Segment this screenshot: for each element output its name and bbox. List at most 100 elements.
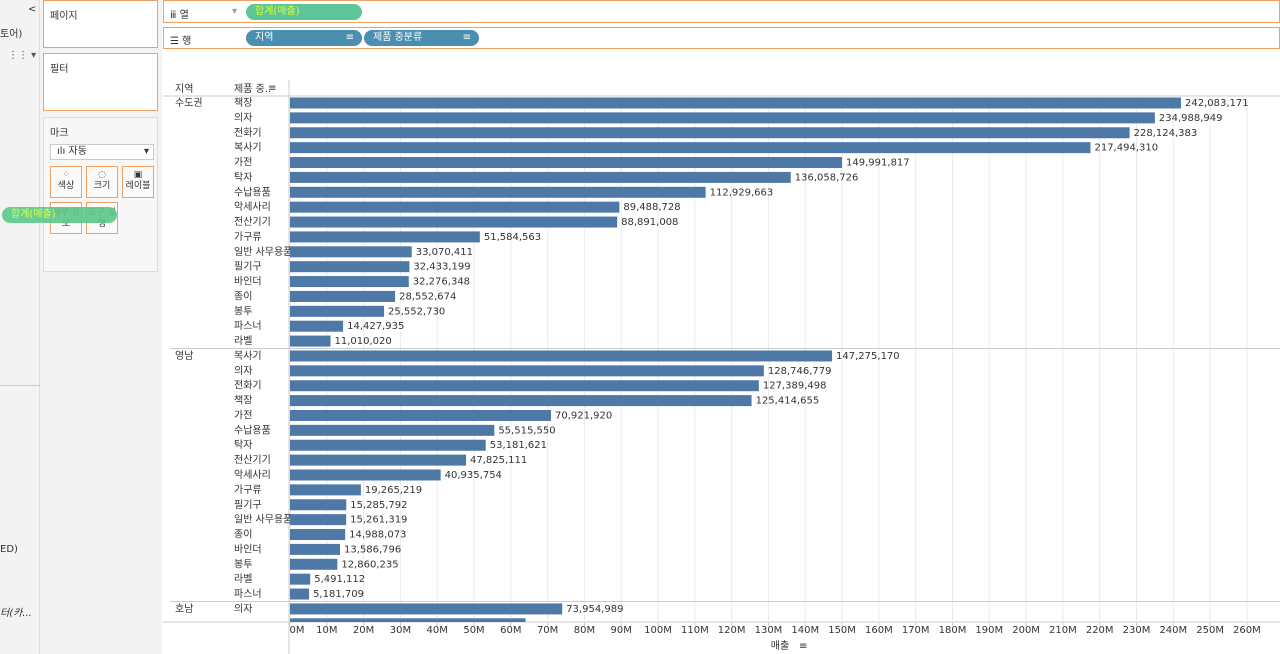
value-label: 14,427,935 [347, 321, 404, 332]
shelf-title: 페이지 [50, 11, 78, 22]
x-tick-label: 230M [1123, 625, 1151, 636]
value-label: 13,586,796 [344, 544, 401, 555]
bar [290, 246, 412, 258]
category-label: 전산기기 [234, 454, 271, 466]
x-tick-label: 210M [1049, 625, 1077, 636]
pages-shelf[interactable]: 페이지 [43, 0, 158, 48]
shelf-arrow: ▾ [232, 6, 238, 17]
bar [290, 186, 706, 198]
bar [290, 424, 495, 436]
button-label: 레이블 [125, 181, 151, 191]
value-label: 112,929,663 [710, 187, 774, 198]
sort-icon[interactable]: ≡ [799, 641, 807, 652]
category-label: 라벨 [234, 335, 252, 347]
category-label: 종이 [234, 529, 252, 541]
field-fragment[interactable]: 토어) [0, 29, 23, 40]
region-label: 수도권 [175, 97, 203, 109]
row-pill[interactable]: 제품 중분류 ≡ [364, 30, 479, 46]
column-pill[interactable]: 합계(매출) [246, 4, 362, 20]
data-pane: < 토어) ⋮⋮ ▾ ED) 터(카... [0, 0, 40, 654]
size-button[interactable]: ◌ 크기 [86, 166, 118, 198]
x-tick-label: 50M [463, 625, 484, 636]
category-label: 일반 사무용품 [234, 246, 292, 258]
dragged-pill[interactable]: 합계(매출) [2, 207, 117, 223]
category-label: 탁자 [234, 171, 252, 183]
value-label: 14,988,073 [349, 530, 406, 541]
bar [290, 603, 563, 615]
value-label: 88,891,008 [621, 217, 678, 228]
category-label: 의자 [234, 112, 252, 124]
category-label: 필기구 [234, 261, 262, 273]
view-icon[interactable]: ⋮⋮ ▾ [8, 50, 37, 61]
bar [290, 216, 618, 228]
value-label: 47,825,111 [470, 455, 527, 466]
value-label: 25,552,730 [388, 306, 445, 317]
bar [290, 142, 1091, 154]
filters-shelf[interactable]: 필터 [43, 53, 158, 111]
bar [290, 320, 344, 332]
value-label: 147,275,170 [836, 351, 900, 362]
marks-title: 마크 [50, 128, 69, 139]
value-label: 32,433,199 [413, 262, 470, 273]
x-tick-label: 250M [1196, 625, 1224, 636]
category-label: 의자 [234, 603, 252, 615]
category-label: 가전 [234, 409, 252, 421]
value-label: 128,746,779 [768, 366, 832, 377]
bar [290, 201, 620, 213]
category-label: 책장 [234, 395, 252, 407]
x-tick-label: 60M [500, 625, 521, 636]
category-label: 악세사리 [234, 201, 271, 213]
columns-shelf[interactable]: ⅲ 열 ▾ 합계(매출) [163, 0, 1280, 23]
bar [290, 588, 310, 600]
bar [290, 409, 552, 421]
label-button[interactable]: ▣ 레이블 [122, 166, 154, 198]
bar [290, 514, 347, 526]
value-label: 28,552,674 [399, 291, 456, 302]
category-label: 일반 사무용품 [234, 514, 292, 526]
mark-type: 자동 [68, 146, 87, 157]
category-label: 탁자 [234, 439, 252, 451]
bar [290, 469, 441, 481]
value-label: 40,935,754 [445, 470, 502, 481]
bar [290, 127, 1130, 139]
bar [290, 454, 467, 466]
shelf-title: 필터 [50, 64, 69, 75]
value-label: 53,181,621 [490, 440, 547, 451]
rows-shelf[interactable]: ☰ 행 지역 ≡ 제품 중분류 ≡ [163, 27, 1280, 49]
color-button[interactable]: ⁘ 색상 [50, 166, 82, 198]
field-fragment[interactable]: ED) [0, 544, 18, 555]
bar [290, 97, 1181, 109]
axis-title: 매출 [771, 640, 789, 652]
value-label: 55,515,550 [498, 425, 555, 436]
x-tick-label: 190M [975, 625, 1003, 636]
x-tick-label: 100M [644, 625, 672, 636]
x-tick-label: 10M [316, 625, 337, 636]
shelf-label-text: 행 [182, 36, 192, 47]
category-label: 복사기 [234, 142, 262, 154]
field-fragment[interactable]: 터(카... [0, 608, 32, 619]
bar [290, 350, 833, 362]
shelf-label-text: 열 [179, 10, 189, 21]
bar [290, 157, 843, 169]
value-label: 73,954,989 [566, 604, 623, 615]
value-label: 33,070,411 [416, 247, 473, 258]
row-pill[interactable]: 지역 ≡ [246, 30, 362, 46]
bar [290, 618, 526, 622]
x-tick-label: 260M [1233, 625, 1261, 636]
category-label: 복사기 [234, 350, 262, 362]
value-label: 136,058,726 [795, 172, 859, 183]
value-label: 127,389,498 [763, 381, 827, 392]
sort-icon[interactable]: ≡ [268, 83, 276, 94]
category-label: 바인더 [234, 543, 262, 555]
x-tick-label: 70M [537, 625, 558, 636]
mark-type-dropdown[interactable]: ılı 자동 ▾ [50, 144, 154, 160]
value-label: 242,083,171 [1185, 98, 1249, 109]
collapse-icon[interactable]: < [28, 4, 37, 15]
value-label: 15,261,319 [350, 515, 407, 526]
bar [290, 529, 346, 541]
row-header: 지역 [175, 83, 193, 95]
category-label: 라벨 [234, 573, 252, 585]
bar [290, 395, 752, 407]
x-tick-label: 170M [902, 625, 930, 636]
